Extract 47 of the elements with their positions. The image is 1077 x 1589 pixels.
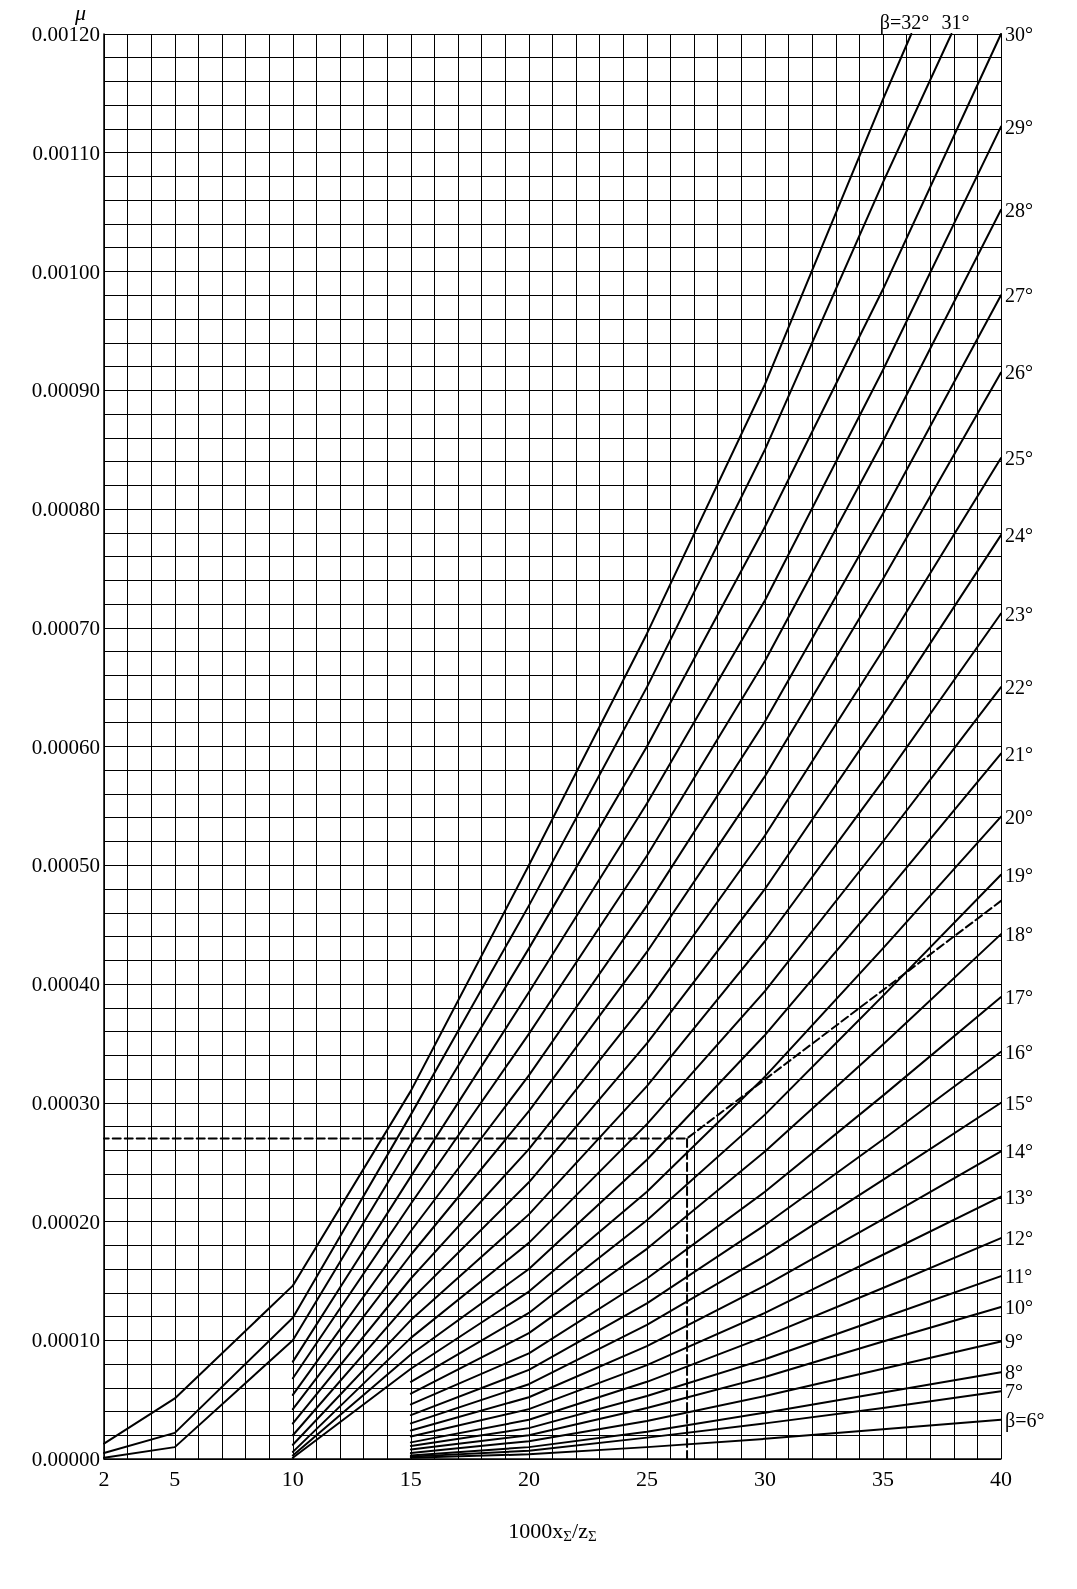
y-tick-label: 0.00000 — [31, 1447, 100, 1471]
x-tick-label: 5 — [169, 1465, 181, 1491]
series-label: 14° — [1005, 1140, 1033, 1163]
y-tick-label: 0.00060 — [31, 734, 100, 759]
series-label: 25° — [1005, 446, 1033, 469]
y-tick-label: 0.00080 — [31, 497, 100, 521]
series-label: 18° — [1005, 923, 1033, 946]
x-tick-label: 20 — [517, 1465, 540, 1491]
series-label: 19° — [1005, 863, 1033, 886]
series-label: 13° — [1005, 1185, 1033, 1208]
y-tick-label: 0.00010 — [31, 1328, 100, 1353]
series-label: 27° — [1005, 284, 1033, 307]
series-label: 21° — [1005, 742, 1033, 765]
series-label: 30° — [1005, 23, 1033, 45]
x-tick-label: 35 — [871, 1465, 894, 1491]
y-tick-label: 0.00090 — [31, 378, 100, 403]
series-label: 10° — [1005, 1296, 1033, 1318]
y-tick-label: 0.00020 — [31, 1209, 100, 1234]
x-tick-label: 40 — [990, 1465, 1012, 1491]
series-label: 29° — [1005, 115, 1033, 138]
y-tick-label: 0.00100 — [31, 259, 100, 284]
y-tick-label: 0.00040 — [31, 972, 100, 996]
series-label: 23° — [1005, 602, 1033, 625]
series-label: 20° — [1005, 805, 1033, 828]
series-label: 17° — [1005, 986, 1033, 1009]
y-tick-label: 0.00030 — [31, 1090, 100, 1115]
series-label: 15° — [1005, 1091, 1033, 1114]
series-label: 9° — [1005, 1330, 1023, 1353]
x-tick-label: 10 — [281, 1465, 304, 1491]
x-tick-label: 2 — [98, 1465, 110, 1491]
series-label: 28° — [1005, 198, 1033, 221]
y-axis-title: μ — [73, 0, 86, 26]
y-tick-label: 0.00070 — [31, 615, 100, 640]
series-label: 12° — [1005, 1227, 1033, 1250]
x-tick-label: 30 — [753, 1465, 776, 1491]
series-label: 26° — [1005, 361, 1033, 384]
series-label: 16° — [1005, 1040, 1033, 1063]
x-tick-label: 25 — [635, 1465, 658, 1491]
series-label: 31° — [941, 11, 970, 33]
series-label: 22° — [1005, 676, 1033, 699]
series-label: β=6° — [1005, 1408, 1045, 1432]
series-label: 11° — [1005, 1265, 1033, 1288]
series-label: 24° — [1005, 524, 1033, 547]
y-tick-label: 0.00050 — [31, 853, 100, 878]
x-tick-label: 15 — [399, 1465, 422, 1491]
y-tick-label: 0.00110 — [32, 140, 100, 165]
series-label: β=32° — [879, 11, 930, 34]
